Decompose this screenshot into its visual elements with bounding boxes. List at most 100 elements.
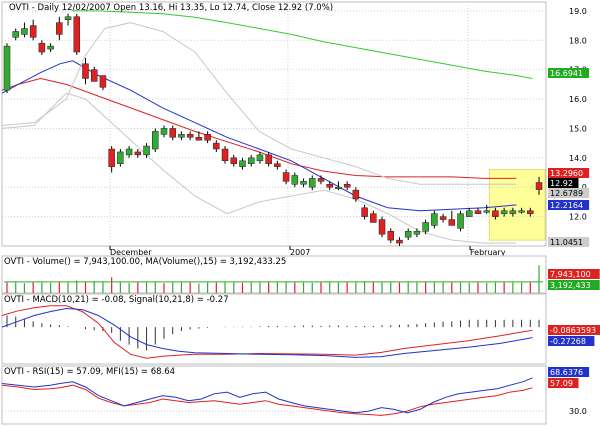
rsi-panel-frame bbox=[1, 365, 547, 425]
price-tick-label: 12.0 bbox=[569, 213, 587, 222]
candle-body bbox=[309, 178, 316, 188]
candle-body bbox=[326, 184, 333, 188]
candle-body bbox=[195, 137, 203, 141]
candle-body bbox=[47, 45, 54, 50]
macd-lines bbox=[1, 305, 533, 359]
candle-body bbox=[352, 189, 360, 200]
volume-bars bbox=[4, 265, 543, 293]
candle-body bbox=[343, 184, 351, 188]
highlight-region bbox=[488, 169, 546, 241]
price-value-label-box bbox=[548, 168, 590, 178]
candle-body bbox=[483, 210, 490, 213]
candles bbox=[3, 13, 543, 246]
macd-histogram bbox=[6, 315, 540, 351]
mfi-value-label: 68.6376 bbox=[550, 368, 583, 377]
candle-body bbox=[274, 163, 281, 167]
candle-body bbox=[221, 148, 229, 162]
volume-ma-value-label-box bbox=[548, 280, 600, 290]
candle-body bbox=[422, 222, 429, 232]
rsi-value-label-box bbox=[548, 378, 579, 388]
candle-body bbox=[413, 231, 421, 235]
candle-body bbox=[300, 181, 307, 185]
x-axis-label: December bbox=[110, 248, 152, 257]
candle-body bbox=[291, 175, 299, 185]
candle-body bbox=[396, 239, 403, 244]
candle-body bbox=[152, 131, 159, 150]
price-value-label: 12.2164 bbox=[550, 201, 583, 210]
candle-body bbox=[169, 128, 176, 138]
candle-body bbox=[29, 25, 37, 38]
candle-body bbox=[12, 31, 19, 38]
x-axis-label: February bbox=[470, 248, 506, 257]
volume-panel-frame bbox=[1, 255, 547, 294]
candle-body bbox=[117, 151, 124, 164]
highlight-box bbox=[488, 169, 546, 241]
price-tick-label: 15.0 bbox=[569, 124, 587, 133]
price-tick-label: 19.0 bbox=[569, 7, 587, 16]
candle-body bbox=[108, 148, 115, 167]
candle-body bbox=[509, 210, 517, 214]
candle-body bbox=[21, 28, 28, 35]
price-value-label: 12.92 bbox=[550, 179, 573, 188]
candle-body bbox=[56, 22, 63, 35]
candle-body bbox=[134, 151, 142, 156]
macd-value-label: -0.0863593 bbox=[550, 326, 596, 335]
candle-body bbox=[474, 210, 482, 214]
price-value-label-box bbox=[548, 237, 590, 247]
candle-body bbox=[518, 210, 525, 213]
rsi-series-line bbox=[1, 377, 533, 414]
rsi-mfi-panel: 30.0 68.6376 57.09 OVTI - RSI(15) = 57.09… bbox=[1, 365, 590, 425]
candle-body bbox=[500, 210, 508, 214]
ma-red-line bbox=[1, 77, 517, 179]
candle-body bbox=[186, 134, 194, 138]
signal-value-label-box bbox=[548, 336, 595, 346]
rsi-tick-label: 30.0 bbox=[569, 407, 587, 416]
candle-body bbox=[282, 172, 290, 182]
price-value-label-box bbox=[548, 68, 590, 78]
macd-panel: -0.0863593 -0.27268 OVTI - MACD(10,21) = … bbox=[1, 293, 600, 365]
mfi-value-label-box bbox=[548, 367, 590, 377]
candle-body bbox=[448, 219, 456, 226]
candle-body bbox=[73, 16, 81, 53]
candle-body bbox=[387, 231, 395, 241]
candle-body bbox=[38, 42, 46, 53]
candle-body bbox=[125, 148, 133, 156]
price-tick-label: 16.0 bbox=[569, 95, 587, 104]
volume-right-labels: 7,943,100 3,192,433 bbox=[548, 269, 600, 290]
price-value-label-box bbox=[548, 178, 579, 188]
ma-blue-line bbox=[1, 60, 517, 212]
price-value-label-box bbox=[548, 200, 590, 210]
volume-value-label-box bbox=[548, 269, 600, 279]
candle-body bbox=[256, 154, 264, 162]
candle-body bbox=[535, 182, 543, 190]
candle-body bbox=[230, 157, 238, 164]
candle-body bbox=[143, 145, 150, 156]
candle-body bbox=[160, 128, 168, 135]
macd-right-labels: -0.0863593 -0.27268 bbox=[548, 325, 600, 346]
candle-body bbox=[213, 142, 220, 150]
rsi-mfi-lines bbox=[1, 377, 533, 416]
rsi-series-line bbox=[1, 384, 533, 416]
volume-value-label: 7,943,100 bbox=[550, 270, 591, 279]
macd-chart-title: OVTI - MACD(10,21) = -0.08, Signal(10,21… bbox=[4, 295, 229, 305]
price-value-label: 13.2960 bbox=[550, 169, 583, 178]
rsi-right-labels: 68.6376 57.09 bbox=[548, 367, 590, 388]
macd-value-label-box bbox=[548, 325, 600, 335]
candle-body bbox=[3, 45, 11, 91]
bollinger-upper-line bbox=[1, 22, 517, 185]
candle-body bbox=[265, 154, 272, 164]
candle-body bbox=[204, 134, 211, 141]
candle-body bbox=[247, 157, 255, 164]
candle-body bbox=[431, 213, 438, 226]
candle-body bbox=[439, 216, 447, 220]
candle-body bbox=[64, 16, 72, 20]
price-value-label: 11.0451 bbox=[550, 238, 583, 247]
volume-chart-title: OVTI - Volume() = 7,943,100.00, MA(Volum… bbox=[4, 257, 286, 267]
price-value-label-box bbox=[548, 188, 590, 198]
candle-body bbox=[99, 75, 107, 88]
price-value-label: 16.6941 bbox=[550, 69, 583, 78]
rsi-grid: 30.0 bbox=[2, 407, 587, 416]
price-tick-label: 18.0 bbox=[569, 36, 587, 45]
